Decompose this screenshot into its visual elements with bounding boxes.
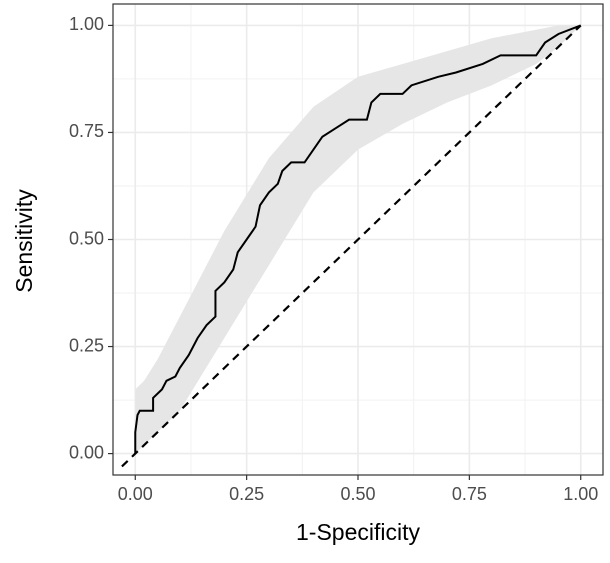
x-tick-label: 0.50 bbox=[340, 484, 375, 504]
x-tick-label: 0.75 bbox=[452, 484, 487, 504]
x-tick-label: 1.00 bbox=[563, 484, 598, 504]
x-tick-label: 0.00 bbox=[118, 484, 153, 504]
panel-border bbox=[112, 3, 604, 476]
y-tick-label: 1.00 bbox=[69, 14, 104, 34]
roc-curve bbox=[134, 24, 582, 454]
y-tick-label: 0.75 bbox=[69, 121, 104, 141]
confidence-band bbox=[135, 25, 581, 454]
y-axis-label: Sensitivity bbox=[11, 189, 37, 293]
y-tick-label: 0.00 bbox=[69, 442, 104, 462]
y-tick-label: 0.50 bbox=[69, 228, 104, 248]
y-tick-label: 0.25 bbox=[69, 335, 104, 355]
x-tick-label: 0.25 bbox=[229, 484, 264, 504]
x-axis-label: 1-Specificity bbox=[296, 519, 420, 545]
